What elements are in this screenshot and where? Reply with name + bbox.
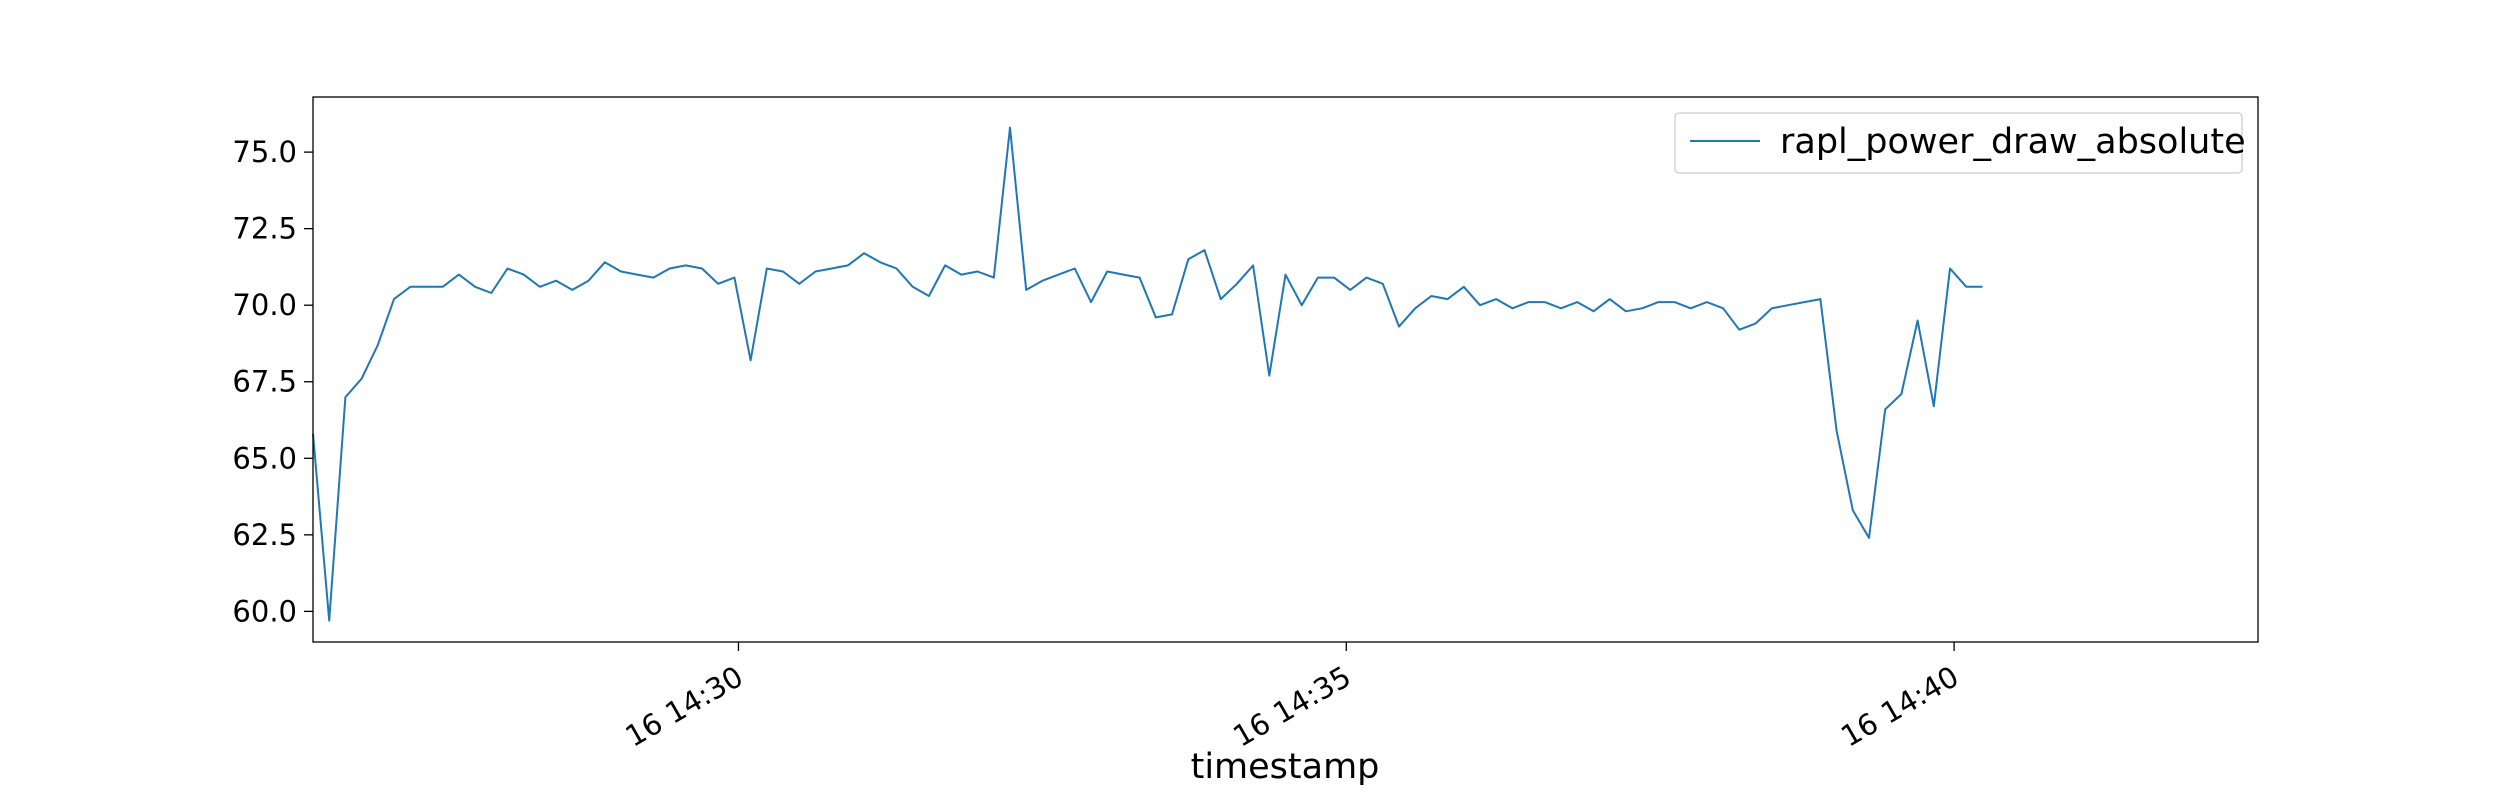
plot-area <box>313 97 2258 642</box>
plot-background <box>313 97 2258 642</box>
x-axis-label: timestamp <box>1191 747 1380 787</box>
y-axis: 60.0 62.5 65.0 67.5 70.0 72.5 75.0 <box>232 135 313 628</box>
series-group <box>312 126 1983 622</box>
y-tick-label: 62.5 <box>232 518 297 552</box>
legend-box <box>1674 112 2243 174</box>
y-tick-label: 67.5 <box>232 365 297 399</box>
legend: rapl_power_draw_absolute <box>1674 112 2246 174</box>
legend-label: rapl_power_draw_absolute <box>1780 122 2246 162</box>
y-tick-label: 72.5 <box>232 212 297 246</box>
y-tick-label: 65.0 <box>232 441 297 475</box>
y-tick-label: 75.0 <box>232 135 297 169</box>
plot-frame <box>312 96 2259 643</box>
series-line-0 <box>312 126 1983 622</box>
y-tick-label: 70.0 <box>232 288 297 322</box>
y-tick-label: 60.0 <box>232 594 297 628</box>
